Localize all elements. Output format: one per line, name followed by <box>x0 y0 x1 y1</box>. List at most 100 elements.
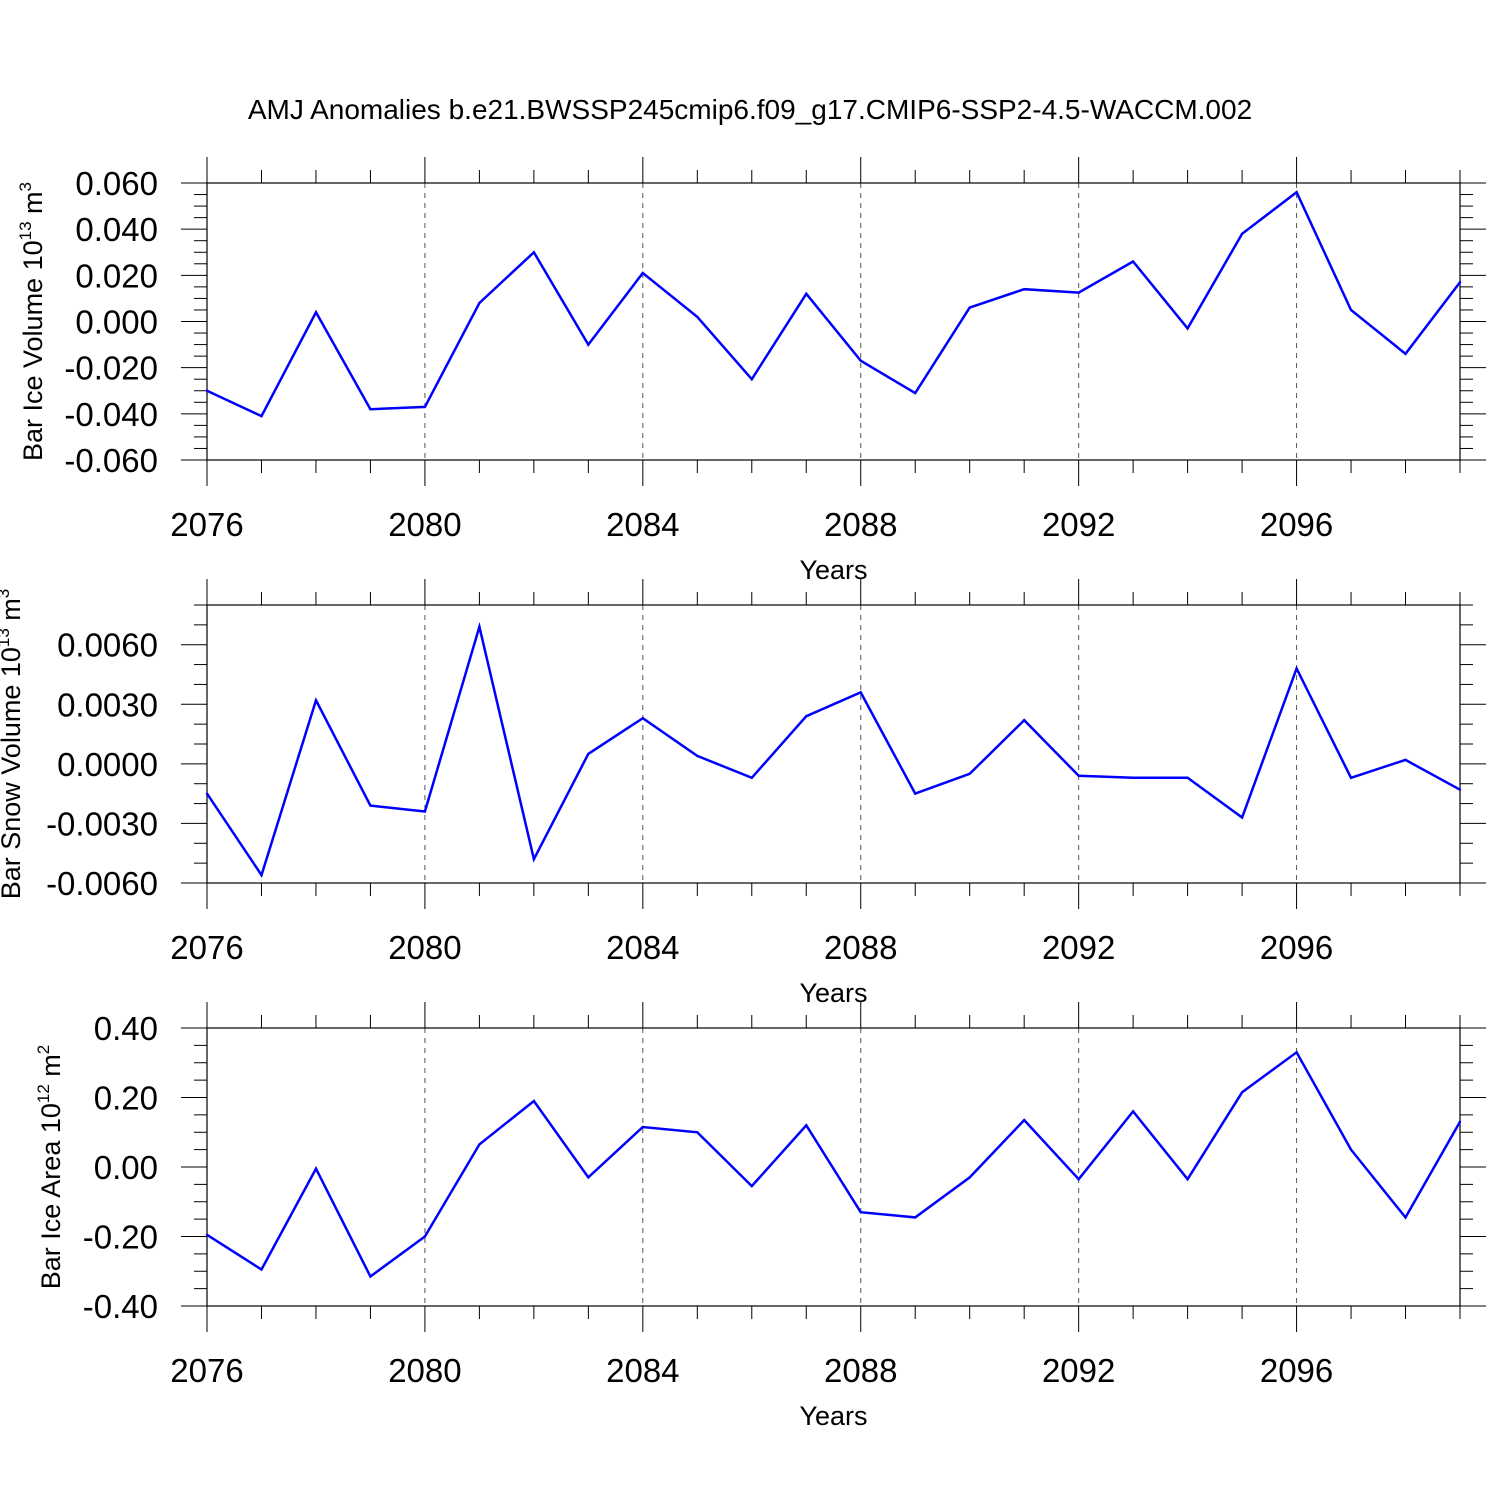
data-point <box>968 772 971 775</box>
x-tick-label: 2080 <box>388 1352 461 1389</box>
data-point <box>260 873 263 877</box>
data-point <box>696 1131 699 1134</box>
y-tick-label: -0.040 <box>64 396 158 433</box>
x-tick-label: 2080 <box>388 506 461 543</box>
data-point <box>1186 776 1189 779</box>
x-tick-label: 2088 <box>824 1352 897 1389</box>
data-point <box>1349 1148 1353 1151</box>
y-tick-label: 0.00 <box>94 1149 158 1186</box>
plot-frame <box>206 604 1461 884</box>
series-line <box>206 1050 1462 1279</box>
y-axis-label: Bar Ice Area 1012 m2 <box>34 1045 66 1290</box>
x-axis-label: Years <box>799 555 867 585</box>
y-tick-label: -0.20 <box>83 1219 158 1256</box>
y-tick-label: -0.0060 <box>46 865 158 902</box>
y-tick-label: 0.0030 <box>57 686 158 723</box>
x-tick-label: 2088 <box>824 929 897 966</box>
series-line <box>206 190 1461 418</box>
data-point <box>968 1176 971 1179</box>
data-point <box>914 391 917 395</box>
y-axis-label-text: m <box>36 1054 66 1084</box>
y-axis-label-text: m <box>18 191 48 221</box>
data-point <box>1404 758 1407 762</box>
x-tick-label: 2096 <box>1260 929 1333 966</box>
data-point <box>1077 291 1080 294</box>
x-axis-label: Years <box>799 978 867 1008</box>
y-tick-label: 0.020 <box>75 257 158 294</box>
data-point <box>587 1176 590 1179</box>
data-point <box>1240 232 1244 235</box>
data-point <box>260 1268 263 1271</box>
data-point <box>314 311 318 314</box>
y-axis-label-text: Bar Snow Volume 10 <box>0 647 26 899</box>
x-axis-label: Years <box>799 1401 867 1431</box>
data-point <box>1404 352 1407 356</box>
data-point <box>859 1210 862 1214</box>
x-tick-label: 2076 <box>170 1352 243 1389</box>
data-point <box>1295 667 1298 670</box>
data-point <box>1295 1051 1298 1054</box>
x-tick-label: 2088 <box>824 506 897 543</box>
data-point <box>696 315 699 319</box>
data-point <box>1458 281 1462 284</box>
y-tick-label: -0.40 <box>83 1288 158 1325</box>
data-point <box>205 792 209 795</box>
y-axis-label-superscript: 13 <box>16 221 35 240</box>
y-axis-label-superscript: 2 <box>34 1045 53 1054</box>
y-tick-label: 0.000 <box>75 304 158 341</box>
data-point <box>478 1143 481 1146</box>
data-point <box>641 716 645 720</box>
data-point <box>750 1184 753 1188</box>
y-tick-label: -0.060 <box>64 442 158 479</box>
data-point <box>423 405 427 409</box>
data-point <box>641 1125 645 1129</box>
data-point <box>1240 1091 1244 1094</box>
x-tick-label: 2096 <box>1260 1352 1333 1389</box>
x-tick-label: 2076 <box>170 929 243 966</box>
panel-2: 2076 2080 2084 2088 2092 2096 -0.0060 -0.0030 0.… <box>0 579 1486 1008</box>
data-point <box>205 1233 209 1236</box>
data-point <box>1022 287 1026 291</box>
data-point <box>205 389 209 392</box>
x-tick-label: 2092 <box>1042 1352 1115 1389</box>
data-point <box>1131 776 1135 779</box>
data-point <box>914 792 917 795</box>
y-axis-label: Bar Snow Volume 1013 m3 <box>0 589 26 900</box>
data-point <box>1295 191 1298 194</box>
y-axis-label: Bar Ice Volume 1013 m3 <box>16 182 48 461</box>
y-tick-label: -0.0030 <box>46 805 158 842</box>
y-axis-label-superscript: 13 <box>0 628 13 647</box>
y-axis-label-superscript: 3 <box>0 589 13 598</box>
y-axis-label-text: m <box>0 598 26 628</box>
data-point <box>1458 788 1462 791</box>
y-axis-label-superscript: 12 <box>34 1084 53 1103</box>
x-tick-label: 2092 <box>1042 929 1115 966</box>
data-point <box>1186 1177 1189 1181</box>
x-tick-label: 2096 <box>1260 506 1333 543</box>
plot-frame <box>206 182 1461 461</box>
panel-1: 2076 2080 2084 2088 2092 2096 -0.060 -0.040 -0.0… <box>16 157 1486 585</box>
x-tick-label: 2084 <box>606 506 679 543</box>
y-tick-label: 0.0000 <box>57 746 158 783</box>
y-axis-label-text: Bar Ice Volume 10 <box>18 240 48 461</box>
y-tick-label: 0.0060 <box>57 627 158 664</box>
data-point <box>314 699 318 702</box>
data-point <box>859 691 862 694</box>
data-point <box>1349 776 1353 779</box>
y-axis-label-superscript: 3 <box>16 182 35 191</box>
data-point <box>532 1099 536 1103</box>
y-axis-label-text: Bar Ice Area 10 <box>36 1103 66 1289</box>
data-point <box>1349 308 1353 312</box>
y-tick-label: 0.20 <box>94 1080 158 1117</box>
data-point <box>1077 774 1080 777</box>
data-point <box>260 414 263 418</box>
y-tick-label: 0.040 <box>75 211 158 248</box>
data-point <box>1077 1177 1080 1181</box>
x-tick-label: 2084 <box>606 1352 679 1389</box>
data-point <box>696 754 699 758</box>
data-point <box>750 378 753 381</box>
data-point <box>750 776 753 779</box>
chart-title: AMJ Anomalies b.e21.BWSSP245cmip6.f09_g1… <box>248 94 1252 125</box>
x-tick-label: 2076 <box>170 506 243 543</box>
